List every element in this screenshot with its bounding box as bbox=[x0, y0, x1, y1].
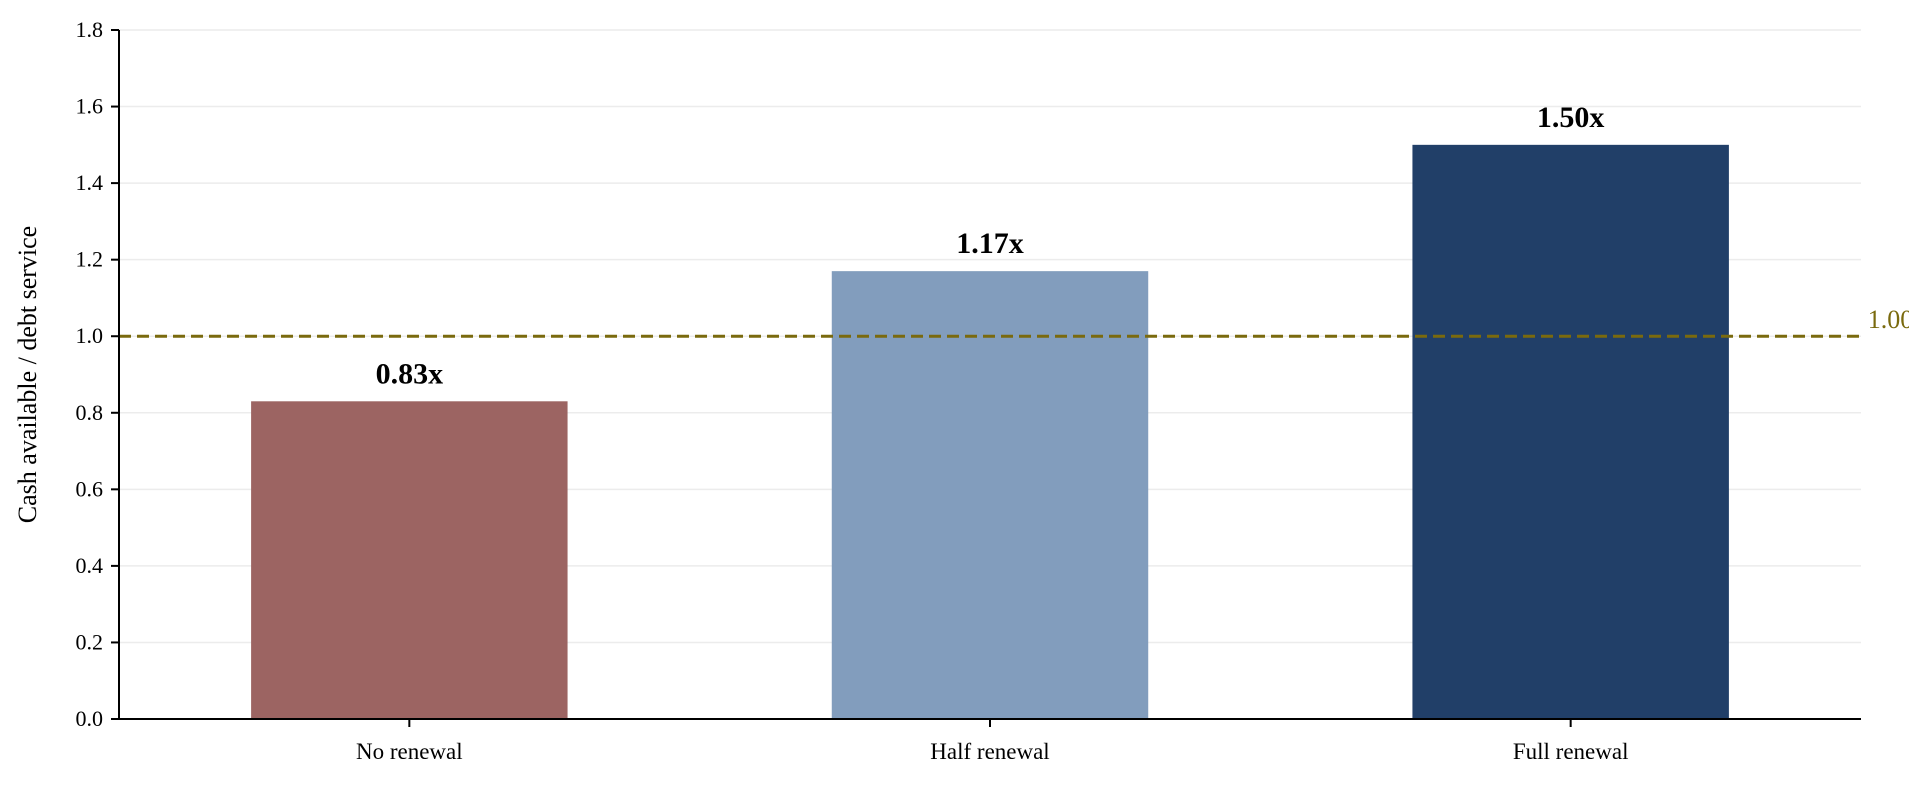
y-tick-label: 0.2 bbox=[76, 629, 104, 654]
y-axis-label: Cash available / debt service bbox=[13, 226, 42, 523]
bars bbox=[251, 144, 1729, 720]
bar-value-label: 1.50x bbox=[1537, 101, 1605, 134]
x-tick-label: No renewal bbox=[356, 739, 463, 764]
y-tick-label: 0.4 bbox=[76, 553, 104, 578]
y-tick-label: 1.6 bbox=[76, 94, 104, 119]
y-tick-label: 0.6 bbox=[76, 476, 104, 501]
y-tick-label: 1.8 bbox=[76, 17, 104, 42]
y-tick-label: 1.2 bbox=[76, 247, 104, 272]
y-tick-label: 0.0 bbox=[76, 706, 104, 731]
x-tick-label: Half renewal bbox=[930, 739, 1049, 764]
bar-no-renewal bbox=[251, 401, 568, 719]
bar-value-label: 0.83x bbox=[376, 357, 444, 390]
bar-full-renewal bbox=[1412, 144, 1729, 720]
axes: 0.0 0.2 0.4 0.6 0.8 1.0 1.2 1.4 1.6 1.8 No renewal… bbox=[76, 17, 1861, 764]
reference-line-label: 1.00x bbox=[1868, 305, 1909, 334]
reference-line-group: 1.00x bbox=[119, 305, 1909, 338]
x-tick-label: Full renewal bbox=[1513, 739, 1629, 764]
labels: 0.83x 1.17x 1.50x Cash available / debt ser… bbox=[13, 101, 1604, 523]
y-tick-label: 1.4 bbox=[76, 170, 104, 195]
bar-value-label: 1.17x bbox=[956, 227, 1024, 260]
y-tick-label: 1.0 bbox=[76, 323, 104, 348]
bar-half-renewal bbox=[831, 271, 1149, 719]
y-tick-label: 0.8 bbox=[76, 400, 104, 425]
